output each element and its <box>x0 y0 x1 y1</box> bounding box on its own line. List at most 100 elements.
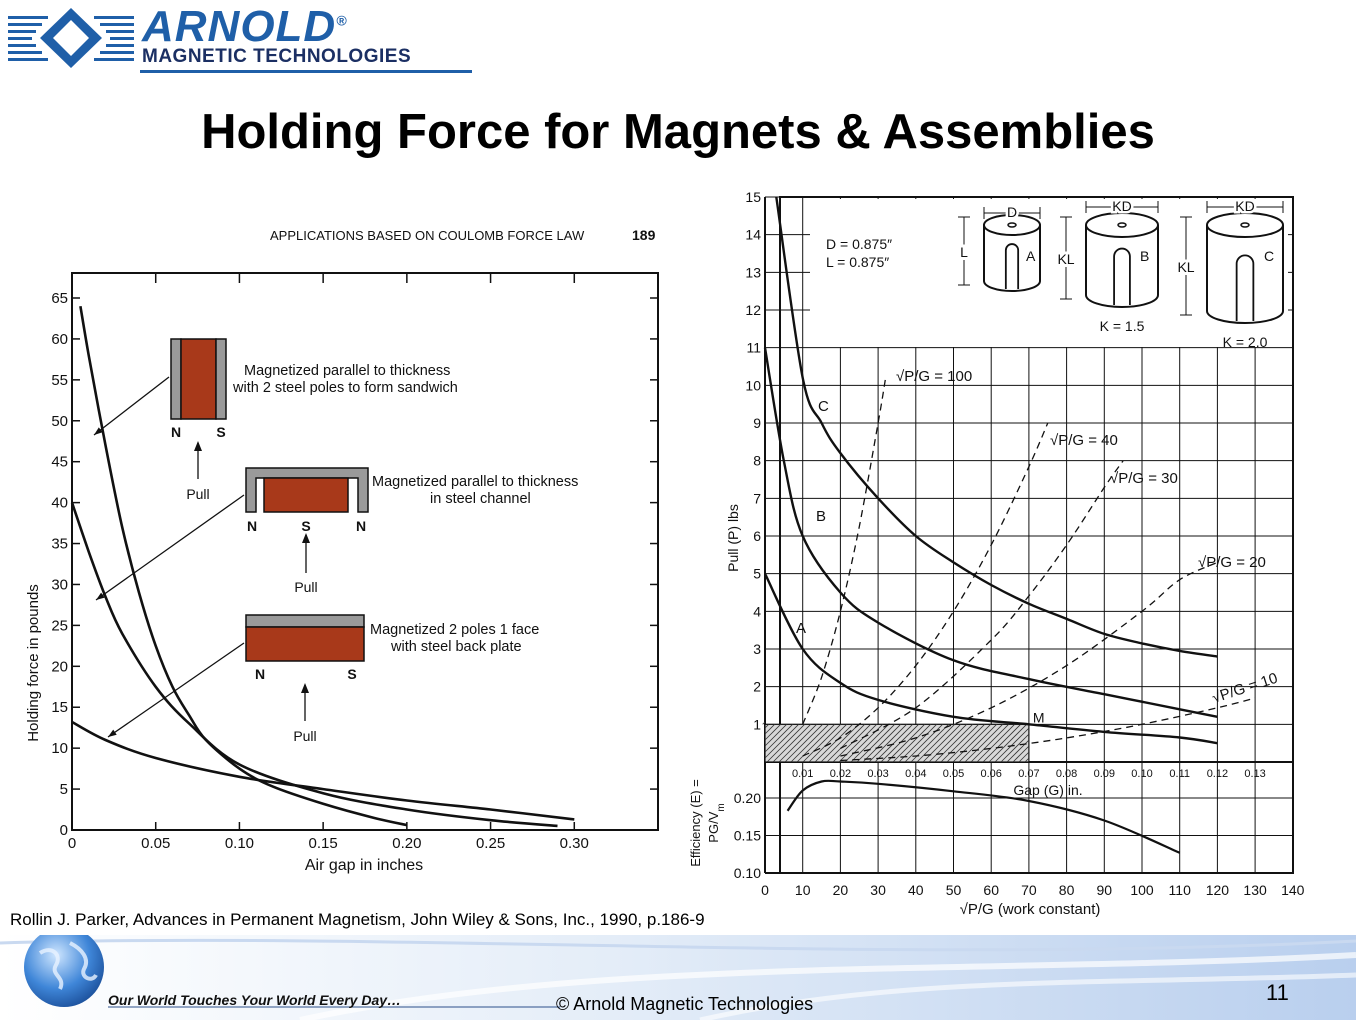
hatch-line <box>958 724 997 763</box>
hatch-line <box>922 724 961 763</box>
cylinder-name: A <box>1026 248 1036 264</box>
logo-rule <box>140 70 472 73</box>
pole-label: N <box>255 666 265 682</box>
pull-label: Pull <box>294 579 317 595</box>
work-x-tick-label: 100 <box>1130 882 1154 898</box>
hatch-line <box>886 724 925 763</box>
annotation-text: with steel back plate <box>390 639 522 655</box>
pole-label: N <box>247 518 257 534</box>
gap-tick-label: 0.10 <box>1131 768 1152 780</box>
work-constant-curve-4 <box>840 561 1218 757</box>
left-y-tick-label: 30 <box>51 576 68 593</box>
gap-tick-label: 0.05 <box>943 768 964 780</box>
pull-curve-A <box>763 573 1218 745</box>
left-y-tick-label: 10 <box>51 740 68 757</box>
footer-tagline: Our World Touches Your World Every Day… <box>108 992 402 1008</box>
pull-curve-label: A <box>796 620 806 637</box>
right-y-tick-label: 14 <box>745 227 761 243</box>
hatch-line <box>808 724 847 763</box>
cylinder-body-B <box>1085 225 1159 308</box>
work-constant-label: √P/G = 40 <box>1050 432 1118 449</box>
pull-curve-B <box>763 347 1218 718</box>
left-x-tick-label: 0 <box>68 835 76 852</box>
hatch-line <box>952 724 991 763</box>
right-y-tick-label: 9 <box>753 415 761 431</box>
work-x-tick-label: 50 <box>946 882 962 898</box>
cylinder-body-C <box>1206 225 1284 324</box>
gap-tick-label: 0.08 <box>1056 768 1077 780</box>
work-constant-curve-2 <box>802 422 1049 757</box>
hatch-line <box>880 724 919 763</box>
hatch-line <box>916 724 955 763</box>
citation: Rollin J. Parker, Advances in Permanent … <box>10 910 705 929</box>
hatch-line <box>772 724 811 763</box>
hatch-line <box>790 724 829 763</box>
arnold-logo-icon <box>8 8 134 68</box>
hatch-line <box>934 724 973 763</box>
work-x-tick-label: 20 <box>833 882 849 898</box>
left-x-axis-label: Air gap in inches <box>305 857 423 874</box>
cylinder-body-A <box>983 225 1041 292</box>
gap-tick-label: 0.04 <box>905 768 926 780</box>
hatch-line <box>778 724 817 763</box>
left-x-tick-label: 0.30 <box>560 835 589 852</box>
annotation-text: in steel channel <box>430 491 531 507</box>
left-y-tick-label: 55 <box>51 372 68 389</box>
hatch-line <box>964 724 1003 763</box>
right-y-axis-label: Pull (P) lbs <box>725 504 741 572</box>
pole-label: S <box>216 424 225 440</box>
annotation-text: Magnetized 2 poles 1 face <box>370 622 539 638</box>
left-x-tick-label: 0.15 <box>309 835 338 852</box>
hatch-line <box>764 724 769 729</box>
right-y-tick-label: 15 <box>745 189 761 205</box>
left-series-line-2 <box>70 502 558 828</box>
right-y-tick-label: 3 <box>753 641 761 657</box>
efficiency-tick-label: 0.15 <box>734 828 761 844</box>
efficiency-tick-label: 0.10 <box>734 865 761 881</box>
cylinder-slot-A <box>1004 243 1020 289</box>
hatch-line <box>764 724 781 741</box>
gap-tick-label: 0.06 <box>980 768 1001 780</box>
work-x-tick-label: 120 <box>1206 882 1230 898</box>
logo-subtitle: MAGNETIC TECHNOLOGIES <box>142 46 412 67</box>
gap-tick-label: 0.09 <box>1094 768 1115 780</box>
work-constant-curve-1 <box>802 377 887 725</box>
cylinder-name: B <box>1140 248 1149 264</box>
hatch-line <box>946 724 985 763</box>
inset-dims: D = 0.875″ <box>826 236 892 252</box>
slide-page-number: 11 <box>1266 980 1289 1005</box>
cylinder-top-B <box>1085 212 1159 238</box>
height-dimension-label: KL <box>1057 251 1074 267</box>
hatch-line <box>802 724 841 763</box>
hatch-line <box>766 724 805 763</box>
pull-arrow-1-head <box>194 441 202 451</box>
right-y-tick-label: 13 <box>745 264 761 280</box>
work-x-tick-label: 30 <box>870 882 886 898</box>
hatch-line <box>940 724 979 763</box>
left-x-tick-label: 0.20 <box>392 835 421 852</box>
gap-tick-label: 0.07 <box>1018 768 1039 780</box>
cylinder-top-C <box>1206 212 1284 238</box>
pole-label: N <box>356 518 366 534</box>
pull-label: Pull <box>293 728 316 744</box>
cylinder-name: C <box>1264 248 1274 264</box>
left-y-tick-label: 35 <box>51 536 68 553</box>
right-y-tick-label: 10 <box>745 377 761 393</box>
hatch-line <box>764 724 799 759</box>
work-constant-label: √P/G = 30 <box>1110 470 1178 487</box>
work-x-tick-label: 0 <box>761 882 769 898</box>
channel-magnet <box>263 477 349 513</box>
pull-curve-label: B <box>816 508 826 525</box>
hatch-line <box>892 724 931 763</box>
slide-title: Holding Force for Magnets & Assemblies <box>201 105 1155 159</box>
hatch-line <box>814 724 853 763</box>
right-y-tick-label: 11 <box>746 340 761 356</box>
sandwich-pole-right <box>215 338 227 420</box>
logo-wordmark: ARNOLD® <box>142 2 348 51</box>
hatch-line <box>970 724 1009 763</box>
annotation-arrow-1-head <box>94 427 103 435</box>
cylinder-hole-C <box>1240 222 1250 228</box>
left-y-tick-label: 65 <box>51 290 68 307</box>
work-x-tick-label: 80 <box>1059 882 1075 898</box>
pull-arrow-2-head <box>302 533 310 543</box>
